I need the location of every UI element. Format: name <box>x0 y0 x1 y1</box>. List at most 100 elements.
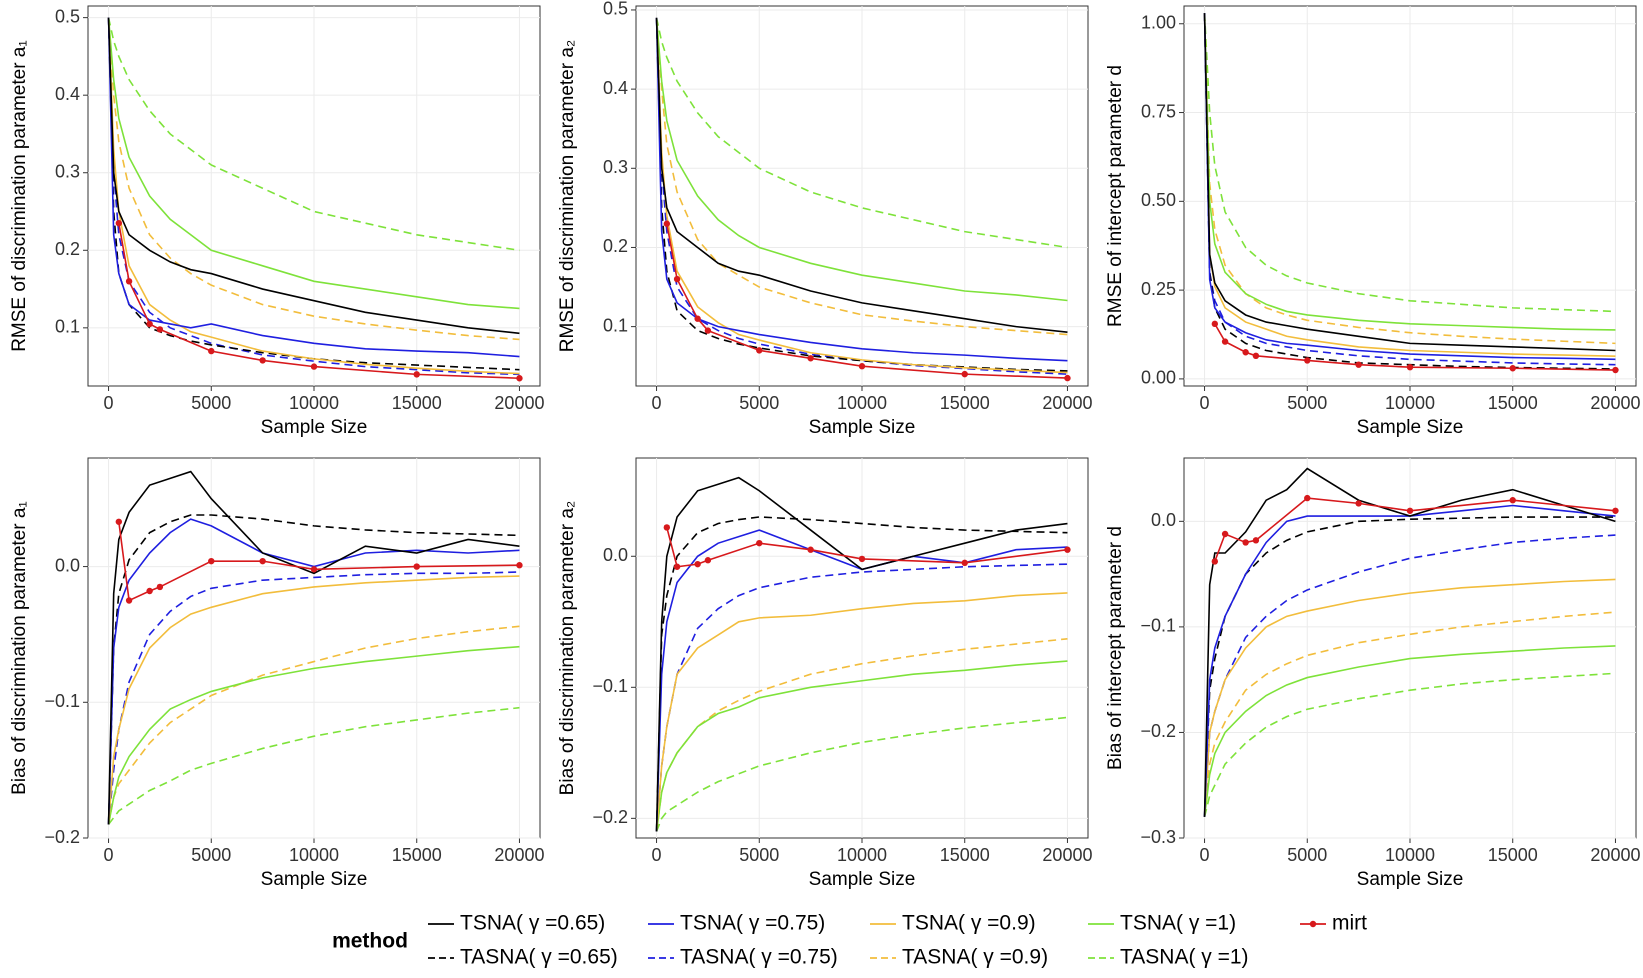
series-line <box>655 638 1068 832</box>
x-tick-label: 10000 <box>289 845 339 865</box>
data-point <box>1064 546 1071 553</box>
data-point <box>1242 349 1249 356</box>
data-point <box>310 566 318 573</box>
y-tick-label: −0.2 <box>1140 721 1176 741</box>
y-tick-label: −0.1 <box>592 676 628 696</box>
legend-key-point <box>1309 920 1317 928</box>
x-tick-label: 5000 <box>1287 393 1327 413</box>
y-tick-label: 0.4 <box>603 78 628 98</box>
series-line <box>107 17 520 341</box>
data-point <box>310 363 318 370</box>
series-line <box>655 716 1068 832</box>
x-tick-label: 15000 <box>392 393 442 413</box>
series-line <box>1203 13 1616 331</box>
series-line <box>1203 672 1616 818</box>
data-point <box>516 375 523 382</box>
x-tick-label: 20000 <box>1590 393 1640 413</box>
data-point <box>673 275 681 283</box>
series-line <box>107 706 520 825</box>
series-line <box>107 17 520 376</box>
data-point <box>704 557 712 564</box>
y-tick-label: 0.25 <box>1141 279 1176 299</box>
series-line <box>655 17 1068 333</box>
series-line <box>107 575 520 825</box>
data-point <box>673 563 681 570</box>
data-point <box>156 326 164 333</box>
y-axis-title: RMSE of discrimination parameter a₂ <box>557 40 578 353</box>
series-line <box>107 571 520 825</box>
y-tick-label: 0.75 <box>1141 101 1176 121</box>
y-tick-label: 0.0 <box>55 555 80 575</box>
series-line <box>1203 578 1616 817</box>
x-tick-label: 0 <box>652 393 662 413</box>
y-tick-label: −0.1 <box>44 691 80 711</box>
series-line <box>1203 516 1616 817</box>
legend-label: mirt <box>1332 912 1367 935</box>
series-line <box>1203 13 1616 313</box>
data-point <box>1211 558 1219 565</box>
y-axis-title: RMSE of intercept parameter d <box>1105 65 1126 327</box>
legend-label: TASNA( γ =0.75) <box>680 946 838 969</box>
x-axis-title: Sample Size <box>809 417 916 438</box>
data-point <box>807 546 814 553</box>
x-tick-label: 5000 <box>739 393 779 413</box>
series-line <box>107 17 520 335</box>
series-line <box>655 17 1068 249</box>
data-point <box>1406 507 1414 514</box>
data-point <box>756 347 763 354</box>
x-tick-label: 20000 <box>1042 393 1092 413</box>
y-tick-label: 0.0 <box>1151 510 1176 530</box>
data-point <box>1355 500 1362 507</box>
data-point <box>694 560 701 568</box>
data-point <box>1064 374 1071 382</box>
data-point <box>1355 361 1362 368</box>
x-tick-label: 10000 <box>1385 393 1435 413</box>
x-tick-label: 10000 <box>837 845 887 865</box>
x-axis-title: Sample Size <box>1357 869 1464 890</box>
y-tick-label: 0.5 <box>55 6 80 26</box>
x-tick-label: 0 <box>1200 393 1210 413</box>
series-line <box>1203 645 1616 817</box>
x-axis-title: Sample Size <box>809 869 916 890</box>
series-line <box>655 660 1068 832</box>
data-point <box>259 557 266 565</box>
data-point <box>858 363 866 370</box>
data-point <box>1252 537 1260 544</box>
series-line <box>107 17 520 252</box>
data-point <box>663 220 671 227</box>
data-point <box>1612 507 1619 514</box>
series-line <box>1203 13 1616 357</box>
series-line <box>1203 13 1616 361</box>
series-line <box>655 17 1068 302</box>
y-tick-label: −0.3 <box>1140 827 1176 847</box>
x-tick-label: 0 <box>104 845 114 865</box>
series-line <box>1203 13 1616 345</box>
series-line <box>1203 467 1616 817</box>
data-point <box>1221 530 1229 538</box>
data-point <box>1304 494 1311 502</box>
x-tick-label: 15000 <box>392 845 442 865</box>
data-point <box>125 278 133 285</box>
series-line <box>1203 611 1616 817</box>
data-point <box>663 524 671 531</box>
series-line <box>1203 13 1616 352</box>
data-point <box>115 219 123 227</box>
series-line <box>107 17 520 358</box>
data-point <box>961 559 968 567</box>
x-axis-title: Sample Size <box>261 417 368 438</box>
y-tick-label: 0.50 <box>1141 190 1176 210</box>
y-axis-title: RMSE of discrimination parameter a₁ <box>9 40 30 352</box>
data-point <box>694 315 701 322</box>
x-tick-label: 0 <box>652 845 662 865</box>
data-point <box>704 327 712 334</box>
data-point <box>1304 357 1311 364</box>
x-tick-label: 20000 <box>494 845 544 865</box>
x-tick-label: 20000 <box>1042 845 1092 865</box>
x-tick-label: 0 <box>104 393 114 413</box>
series-line <box>655 476 1068 832</box>
data-point <box>1211 320 1219 328</box>
series-line <box>1203 13 1616 366</box>
y-tick-label: 0.00 <box>1141 368 1176 388</box>
data-point <box>516 562 523 569</box>
legend-label: TSNA( γ =0.65) <box>460 912 605 935</box>
